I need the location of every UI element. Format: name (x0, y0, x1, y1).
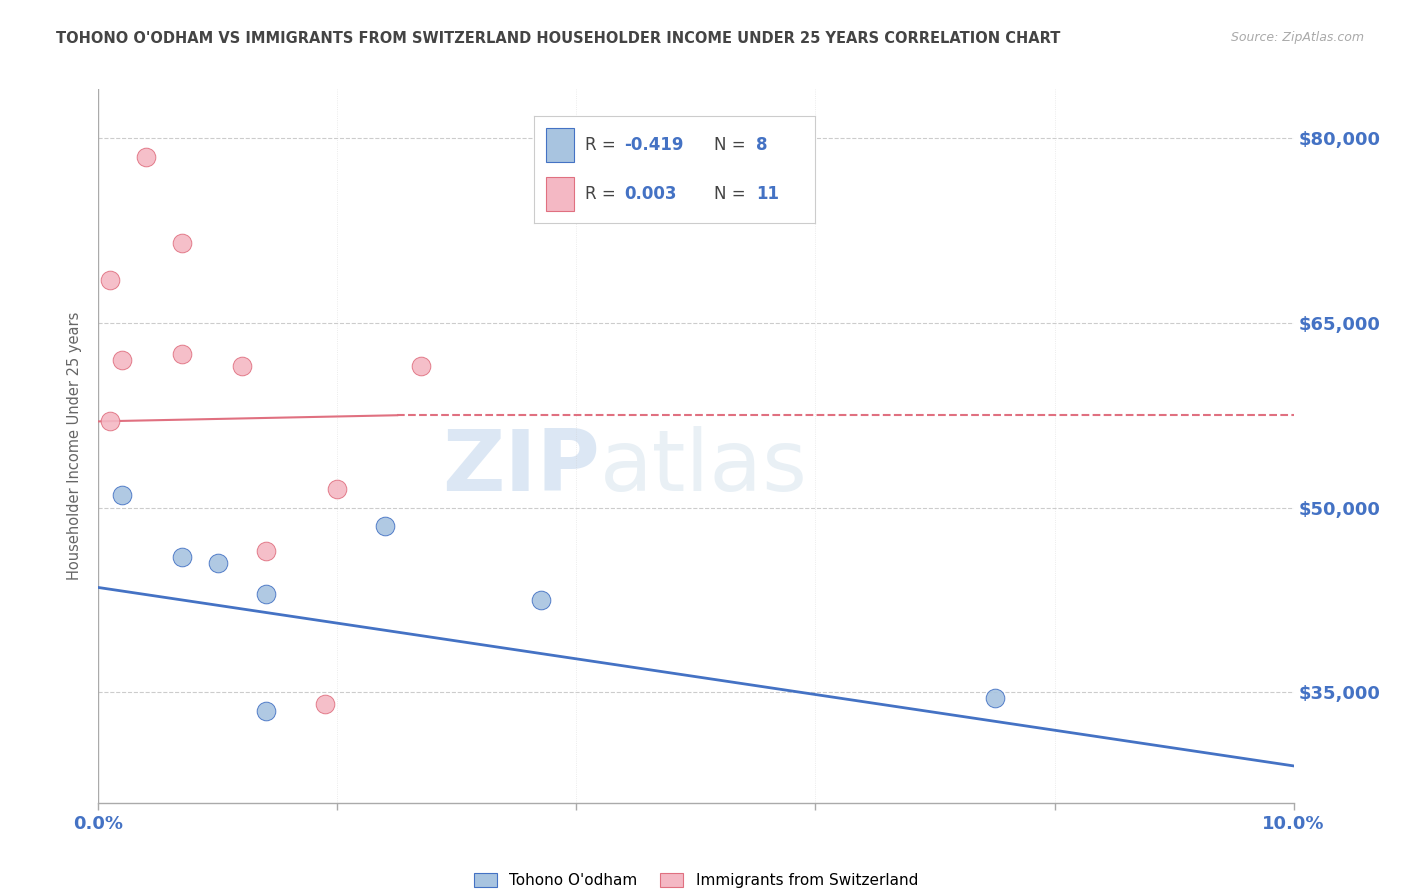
Text: N =: N = (714, 136, 751, 153)
Point (231, 359, 253, 373)
Point (172, 347, 194, 361)
Point (100, 414, 122, 428)
Text: -0.419: -0.419 (624, 136, 683, 153)
Text: R =: R = (585, 186, 621, 203)
Point (326, 482, 349, 496)
Text: 11: 11 (756, 186, 779, 203)
Text: 0.003: 0.003 (624, 186, 676, 203)
Text: TOHONO O'ODHAM VS IMMIGRANTS FROM SWITZERLAND HOUSEHOLDER INCOME UNDER 25 YEARS : TOHONO O'ODHAM VS IMMIGRANTS FROM SWITZE… (56, 31, 1060, 46)
Text: 8: 8 (756, 136, 768, 153)
Point (984, 691, 1007, 706)
Text: N =: N = (714, 186, 751, 203)
Bar (546, 128, 574, 162)
Point (111, 488, 134, 502)
Point (254, 704, 277, 718)
Point (529, 592, 551, 607)
Point (254, 587, 277, 601)
Bar (546, 177, 574, 211)
Point (207, 556, 229, 570)
Point (172, 235, 194, 250)
Point (100, 273, 122, 287)
Text: ZIP: ZIP (443, 425, 600, 509)
Legend: Tohono O'odham, Immigrants from Switzerland: Tohono O'odham, Immigrants from Switzerl… (474, 873, 918, 888)
Point (315, 698, 337, 712)
Text: Source: ZipAtlas.com: Source: ZipAtlas.com (1230, 31, 1364, 45)
Text: R =: R = (585, 136, 621, 153)
Point (135, 150, 157, 164)
Point (374, 519, 396, 533)
Y-axis label: Householder Income Under 25 years: Householder Income Under 25 years (67, 312, 83, 580)
Point (111, 352, 134, 367)
Text: atlas: atlas (600, 425, 808, 509)
Point (411, 359, 433, 373)
Point (254, 543, 277, 558)
Point (172, 549, 194, 564)
